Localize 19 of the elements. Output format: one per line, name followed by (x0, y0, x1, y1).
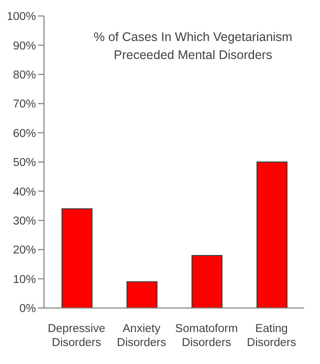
y-tick-label: 0% (19, 303, 36, 316)
y-tick-label: 30% (12, 215, 36, 228)
bar (192, 254, 222, 308)
x-tick-label: Somatoform Disorders (175, 323, 238, 349)
x-tick-label: Anxiety Disorders (116, 323, 166, 349)
y-tick-label: 50% (12, 157, 36, 170)
y-tick-label: 10% (12, 274, 36, 286)
y-tick-label: 70% (12, 98, 36, 111)
bar (62, 208, 92, 308)
y-tick-label: 90% (12, 40, 36, 52)
x-tick-label: Depressive Disorders (48, 323, 106, 349)
x-tick-label: Eating Disorders (246, 323, 296, 349)
bar (126, 281, 158, 308)
text: % of Cases In Which Vegetarianism Preceeded Mental Disorders (92, 29, 294, 64)
y-tick-label: 40% (12, 186, 36, 198)
bar (256, 162, 288, 308)
y-tick-label: 80% (12, 69, 36, 82)
y-tick-label: 60% (12, 128, 36, 140)
y-tick-label: 20% (12, 244, 36, 257)
